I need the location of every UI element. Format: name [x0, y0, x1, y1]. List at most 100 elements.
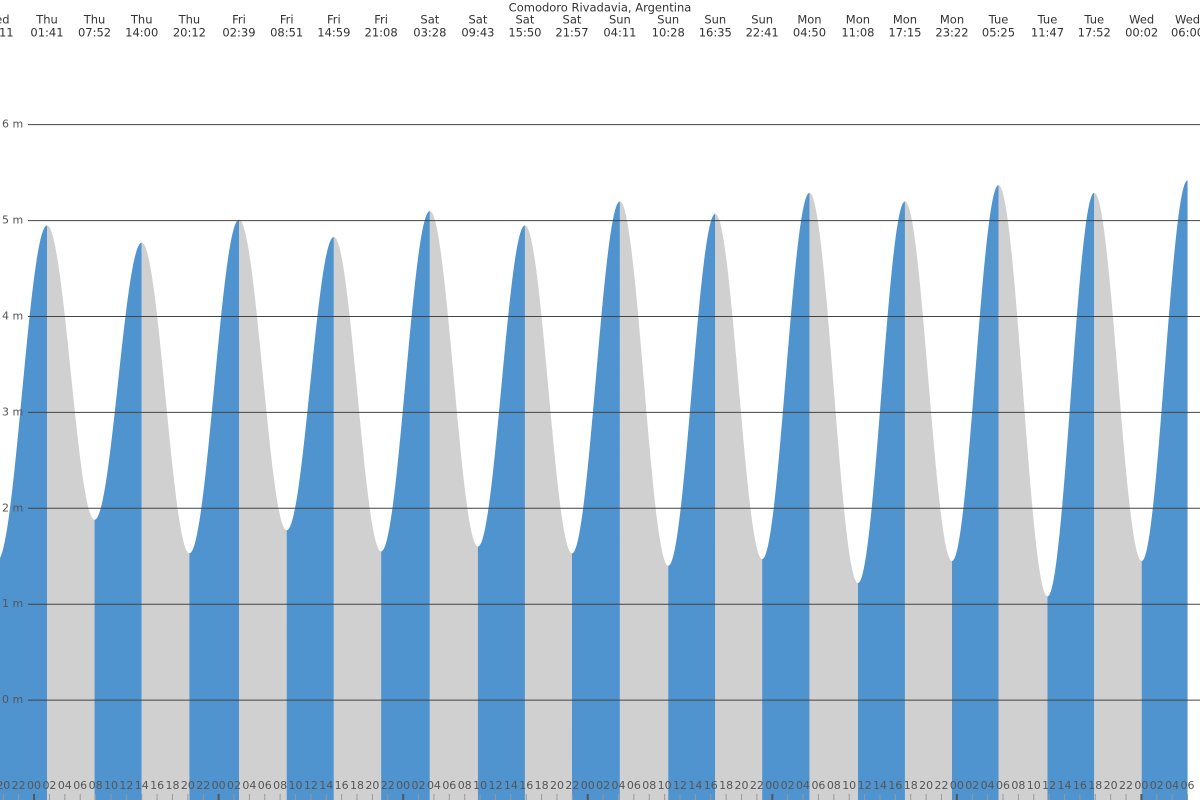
- extreme-time: 22:41: [746, 26, 779, 40]
- x-tick-label: 22: [750, 779, 764, 792]
- x-tick-label: 04: [612, 779, 626, 792]
- x-tick-label: 02: [227, 779, 241, 792]
- x-tick-label: 10: [658, 779, 672, 792]
- x-tick-label: 16: [519, 779, 533, 792]
- extreme-day: Tue: [1083, 13, 1104, 27]
- falling-tide: [809, 192, 858, 800]
- x-tick-label: 06: [442, 779, 456, 792]
- extreme-day: Fri: [327, 13, 341, 27]
- x-tick-label: 06: [627, 779, 641, 792]
- x-tick-label: 08: [1011, 779, 1025, 792]
- x-tick-label: 18: [350, 779, 364, 792]
- extreme-day: Mon: [846, 13, 870, 27]
- x-tick-label: 20: [735, 779, 749, 792]
- x-tick-label: 08: [642, 779, 656, 792]
- falling-tide: [429, 210, 478, 800]
- x-tick-label: 22: [12, 779, 26, 792]
- x-tick-label: 06: [996, 779, 1010, 792]
- x-tick-label: 18: [1088, 779, 1102, 792]
- x-tick-label: 06: [258, 779, 272, 792]
- x-tick-label: 20: [365, 779, 379, 792]
- chart-title: Comodoro Rivadavia, Argentina: [509, 1, 692, 15]
- x-tick-label: 16: [888, 779, 902, 792]
- x-tick-label: 16: [704, 779, 718, 792]
- x-tick-label: 20: [1104, 779, 1118, 792]
- falling-tide: [998, 185, 1048, 800]
- extreme-day: Sat: [563, 13, 582, 27]
- x-tick-label: 06: [811, 779, 825, 792]
- extreme-day: Sun: [704, 13, 726, 27]
- x-tick-label: 02: [412, 779, 426, 792]
- x-tick-label: 08: [89, 779, 103, 792]
- extreme-time: 21:08: [365, 26, 398, 40]
- x-tick-label: 18: [165, 779, 179, 792]
- extreme-day: Thu: [35, 13, 58, 27]
- extreme-time: 09:43: [461, 26, 494, 40]
- x-tick-label: 22: [196, 779, 210, 792]
- extreme-day: Sat: [516, 13, 535, 27]
- x-tick-label: 12: [304, 779, 318, 792]
- extreme-time: 17:52: [1078, 26, 1111, 40]
- extreme-day: Sat: [420, 13, 439, 27]
- x-tick-label: 16: [150, 779, 164, 792]
- x-tick-label: 08: [458, 779, 472, 792]
- rising-tide: [381, 210, 430, 800]
- extreme-time: 20:12: [173, 26, 206, 40]
- x-tick-label: 10: [104, 779, 118, 792]
- extreme-day: Mon: [893, 13, 917, 27]
- x-tick-label: 10: [289, 779, 303, 792]
- x-tick-label: 12: [488, 779, 502, 792]
- x-tick-label: 10: [842, 779, 856, 792]
- x-tick-label: 04: [427, 779, 441, 792]
- rising-tide: [0, 225, 48, 800]
- extreme-time: 07:52: [78, 26, 111, 40]
- extreme-time: 10:28: [652, 26, 685, 40]
- extreme-day: Wed: [1175, 13, 1200, 27]
- x-tick-label: 02: [1150, 779, 1164, 792]
- extreme-time: 06:00: [1171, 26, 1200, 40]
- extreme-day: Tue: [988, 13, 1009, 27]
- falling-tide: [333, 236, 382, 800]
- x-tick-label: 10: [1027, 779, 1041, 792]
- extreme-day: Sat: [468, 13, 487, 27]
- extreme-day: Sun: [657, 13, 679, 27]
- x-tick-label: 14: [319, 779, 333, 792]
- x-tick-label: 04: [981, 779, 995, 792]
- x-tick-label: 00: [27, 779, 41, 792]
- falling-tide: [47, 225, 95, 800]
- x-tick-label: 06: [73, 779, 87, 792]
- rising-tide: [571, 201, 620, 800]
- x-tick-label: 04: [1165, 779, 1179, 792]
- x-tick-label: 02: [42, 779, 56, 792]
- y-tick-label: 2 m: [2, 501, 23, 514]
- x-tick-label: 02: [781, 779, 795, 792]
- rising-tide: [1141, 180, 1188, 800]
- falling-tide: [238, 219, 287, 800]
- extreme-time: 21:57: [555, 26, 588, 40]
- rising-tide: [857, 201, 905, 800]
- extreme-time: 05:25: [982, 26, 1015, 40]
- rising-tide: [668, 213, 716, 800]
- x-tick-label: 10: [473, 779, 487, 792]
- extreme-day: Mon: [797, 13, 821, 27]
- x-tick-label: 04: [796, 779, 810, 792]
- tide-areas: [0, 180, 1188, 800]
- x-tick-label: 06: [1181, 779, 1195, 792]
- extreme-day: Sun: [751, 13, 773, 27]
- x-tick-label: 16: [1073, 779, 1087, 792]
- x-tick-label: 18: [535, 779, 549, 792]
- x-tick-label: 14: [1058, 779, 1072, 792]
- extreme-day: Wed: [0, 13, 10, 27]
- extreme-day: Thu: [178, 13, 201, 27]
- extreme-time: 08:51: [270, 26, 303, 40]
- x-tick-label: 14: [135, 779, 149, 792]
- falling-tide: [619, 201, 669, 800]
- x-tick-label: 22: [934, 779, 948, 792]
- x-tick-label: 02: [596, 779, 610, 792]
- x-tick-label: 18: [719, 779, 733, 792]
- x-tick-label: 04: [242, 779, 256, 792]
- x-tick-label: 14: [873, 779, 887, 792]
- extreme-day: Fri: [232, 13, 246, 27]
- extreme-time: 14:59: [317, 26, 350, 40]
